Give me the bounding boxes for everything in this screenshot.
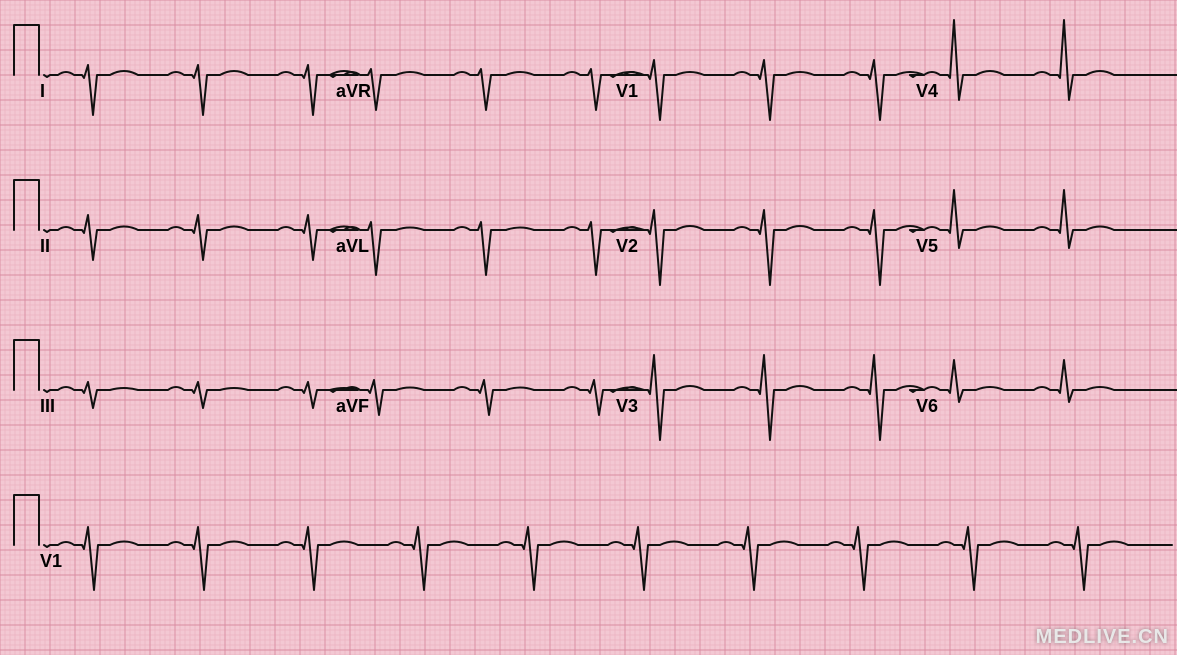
- lead-label-v2: V2: [616, 236, 638, 256]
- lead-label-v5: V5: [916, 236, 938, 256]
- lead-label-v1: V1: [616, 81, 638, 101]
- lead-label-avr: aVR: [336, 81, 371, 101]
- lead-label-avf: aVF: [336, 396, 369, 416]
- lead-label-v4: V4: [916, 81, 938, 101]
- ecg-container: IaVR V1 V4 II aVL V2 V5 III aVF V3 V6 V1 MEDLIVE.CN: [0, 0, 1177, 655]
- lead-label-avl: aVL: [336, 236, 369, 256]
- lead-label-v1: V1: [40, 551, 62, 571]
- lead-label-v3: V3: [616, 396, 638, 416]
- ecg-chart: IaVR V1 V4 II aVL V2 V5 III aVF V3 V6 V1: [0, 0, 1177, 655]
- lead-label-iii: III: [40, 396, 55, 416]
- lead-label-ii: II: [40, 236, 50, 256]
- watermark-text: MEDLIVE.CN: [1036, 626, 1169, 649]
- lead-label-v6: V6: [916, 396, 938, 416]
- lead-label-i: I: [40, 81, 45, 101]
